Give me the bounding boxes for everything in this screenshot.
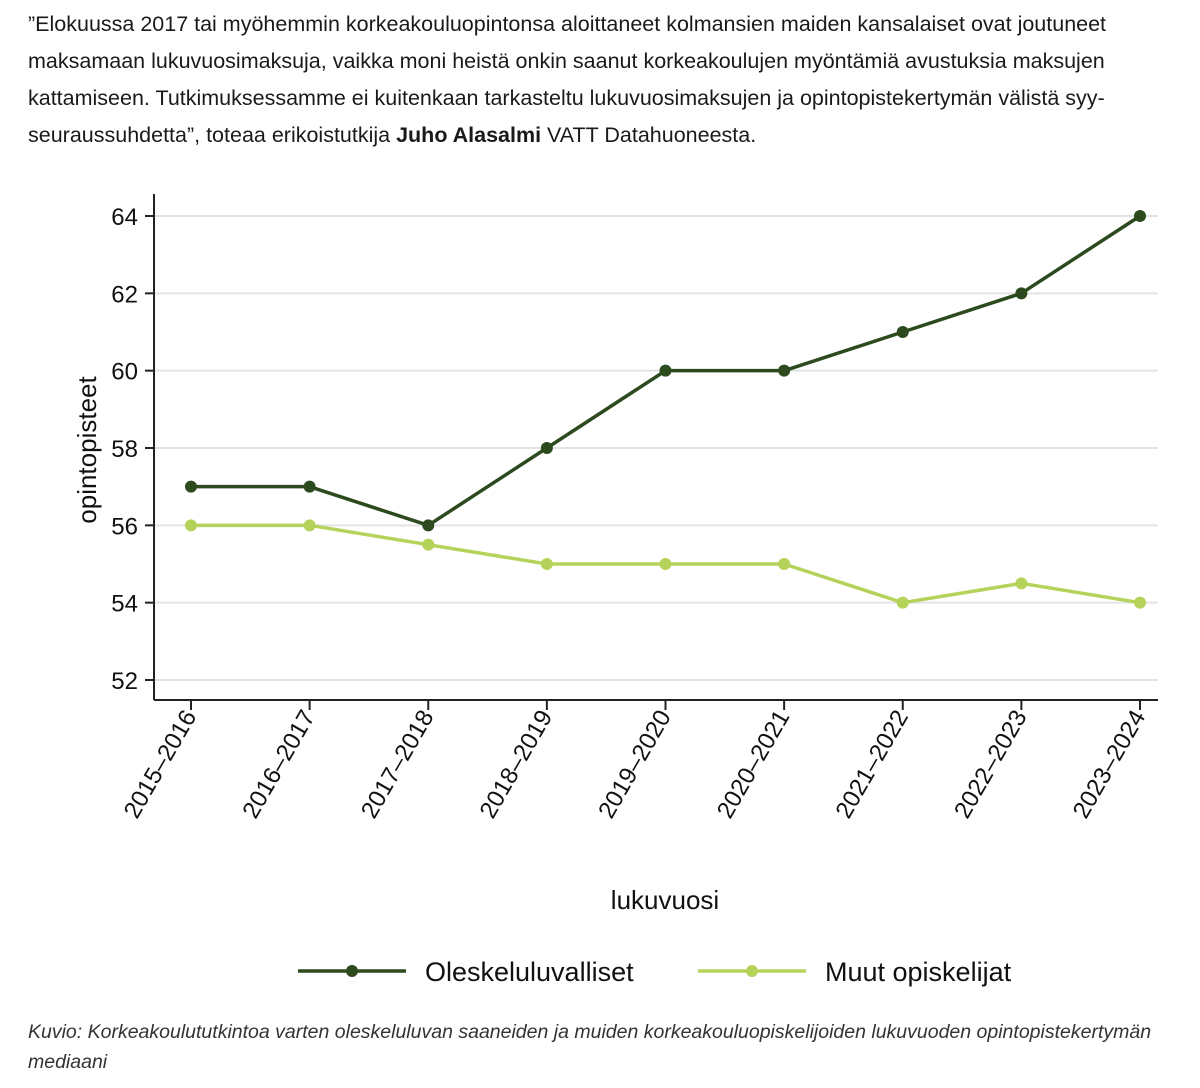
data-point: [778, 364, 791, 377]
data-point: [185, 480, 197, 493]
legend-swatch-marker: [346, 965, 358, 977]
data-point: [659, 558, 672, 570]
data-point: [540, 442, 553, 454]
y-tick-label: 58: [111, 436, 138, 463]
data-point: [896, 326, 909, 338]
tick-labels: 52 54 56 58 60 62 64 2015–2016 2016–2017 2017–201…: [111, 204, 1151, 823]
data-point: [1015, 577, 1028, 590]
x-tick-label: 2021–2022: [830, 706, 913, 824]
data-point: [896, 596, 909, 609]
article-quote: ”Elokuussa 2017 tai myöhemmin korkeakoul…: [28, 6, 1188, 154]
data-point: [303, 480, 316, 493]
y-axis-label: opintopisteet: [72, 376, 102, 524]
x-tick-label: 2019–2020: [593, 706, 676, 824]
data-point: [1134, 210, 1146, 222]
x-tick-label: 2023–2024: [1068, 706, 1151, 824]
grid-lines: [154, 215, 1158, 681]
legend-label: Oleskeluluvalliset: [425, 957, 634, 987]
legend: Oleskeluluvalliset Muut opiskelijat: [298, 957, 1012, 987]
series-lines: [185, 210, 1146, 609]
data-point: [303, 519, 316, 532]
data-point: [185, 519, 197, 532]
legend-swatch-marker: [746, 965, 758, 977]
y-tick-label: 64: [111, 204, 138, 231]
data-point: [422, 538, 435, 551]
quote-person: Juho Alasalmi: [396, 123, 542, 147]
x-axis-label: lukuvuosi: [611, 885, 719, 915]
x-tick-label: 2020–2021: [712, 706, 795, 824]
x-tick-label: 2017–2018: [356, 706, 439, 824]
figure-caption: Kuvio: Korkeakoulututkintoa varten olesk…: [28, 1021, 1152, 1073]
x-tick-label: 2018–2019: [475, 706, 558, 824]
x-tick-label: 2022–2023: [949, 706, 1032, 824]
quote-text: ”Elokuussa 2017 tai myöhemmin korkeakoul…: [28, 12, 1107, 147]
y-tick-label: 60: [111, 359, 138, 386]
line-chart: 52 54 56 58 60 62 64 2015–2016 2016–2017 2017–201…: [72, 194, 1158, 987]
y-tick-label: 52: [111, 668, 138, 695]
data-point: [422, 519, 435, 532]
data-point: [1134, 596, 1146, 609]
y-tick-label: 54: [111, 591, 138, 618]
y-tick-label: 56: [111, 513, 138, 540]
axes: [145, 194, 1158, 710]
data-point: [778, 558, 791, 570]
quote-tail: VATT Datahuoneesta.: [541, 123, 757, 147]
data-point: [659, 364, 672, 377]
x-tick-label: 2016–2017: [237, 706, 320, 824]
y-tick-label: 62: [111, 281, 138, 308]
data-point: [540, 558, 553, 570]
data-point: [1015, 287, 1028, 300]
legend-label: Muut opiskelijat: [825, 957, 1012, 987]
x-tick-label: 2015–2016: [119, 706, 202, 824]
